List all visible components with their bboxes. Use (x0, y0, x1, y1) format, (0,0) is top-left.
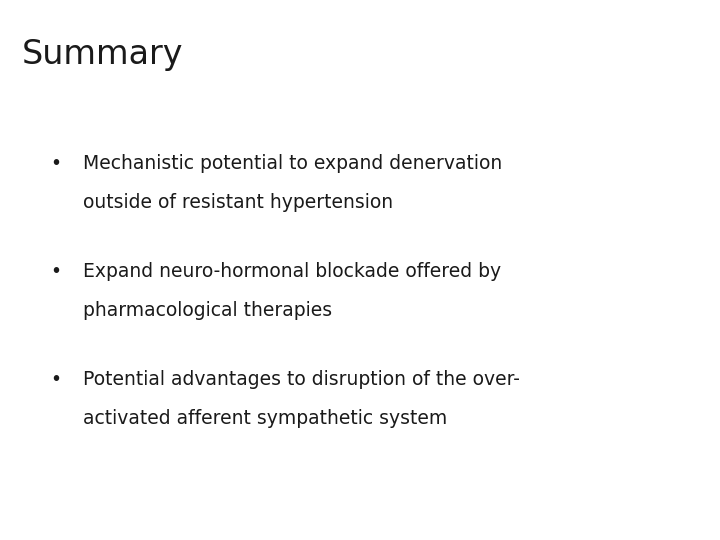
Text: pharmacological therapies: pharmacological therapies (83, 301, 332, 320)
Text: Potential advantages to disruption of the over-: Potential advantages to disruption of th… (83, 370, 520, 389)
Text: •: • (50, 262, 61, 281)
Text: •: • (50, 370, 61, 389)
Text: outside of resistant hypertension: outside of resistant hypertension (83, 193, 393, 212)
Text: Mechanistic potential to expand denervation: Mechanistic potential to expand denervat… (83, 154, 502, 173)
Text: activated afferent sympathetic system: activated afferent sympathetic system (83, 409, 447, 428)
Text: •: • (50, 154, 61, 173)
Text: Summary: Summary (22, 38, 183, 71)
Text: Expand neuro-hormonal blockade offered by: Expand neuro-hormonal blockade offered b… (83, 262, 501, 281)
